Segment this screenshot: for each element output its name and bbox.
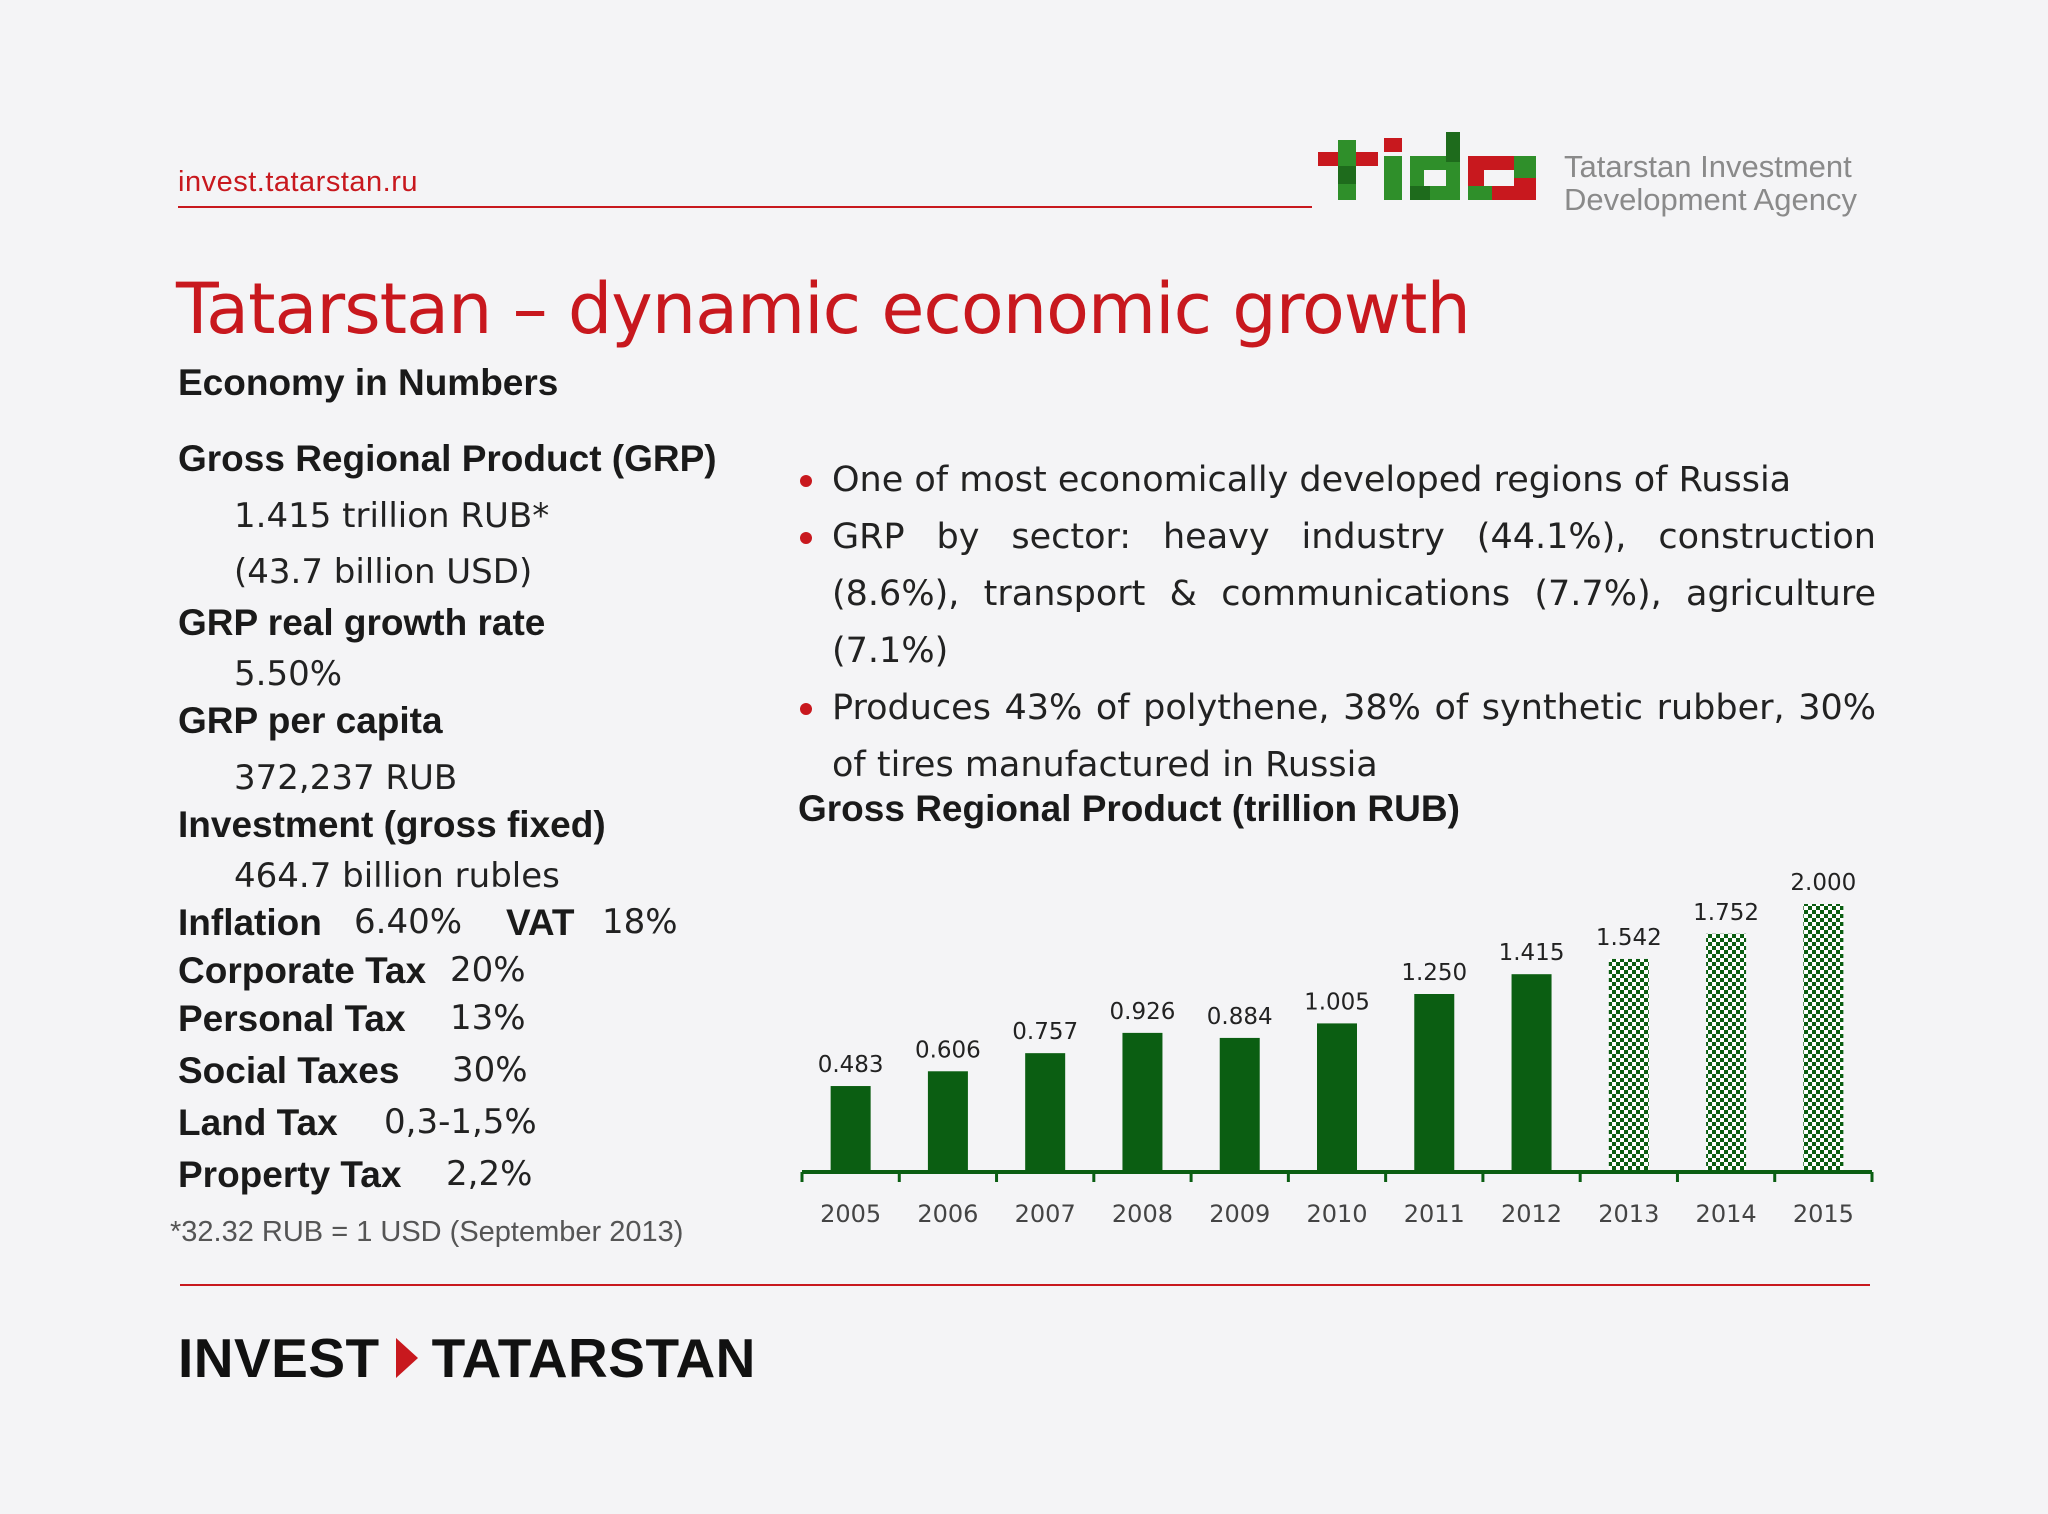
- data-label-2010: 1.005: [1304, 989, 1370, 1015]
- data-label-2011: 1.250: [1401, 960, 1467, 986]
- land-tax-value: 0,3-1,5%: [384, 1102, 537, 1142]
- growth-label: GRP real growth rate: [178, 602, 546, 643]
- indicators-panel: Gross Regional Product (GRP) 1.415 trill…: [178, 0, 738, 1300]
- data-label-2009: 0.884: [1207, 1004, 1273, 1030]
- agency-name: Tatarstan Investment Development Agency: [1564, 150, 1857, 216]
- site-url[interactable]: invest.tatarstan.ru: [178, 166, 418, 198]
- x-tick-2012: 2012: [1501, 1200, 1562, 1228]
- property-tax-value: 2,2%: [446, 1154, 533, 1194]
- x-tick-2008: 2008: [1112, 1200, 1173, 1228]
- bar-2005: [830, 1086, 871, 1172]
- personal-tax-label: Personal Tax: [178, 998, 406, 1039]
- brand-invest: INVEST: [178, 1327, 380, 1389]
- data-label-2005: 0.483: [818, 1052, 884, 1078]
- footer-divider: [180, 1284, 1870, 1286]
- bar-2011: [1414, 994, 1455, 1172]
- inflation-value: 6.40%: [354, 902, 463, 942]
- investment-label: Investment (gross fixed): [178, 804, 606, 845]
- grp-bar-chart: 0.483 2005 0.606 2006 0.757 2007 0.926 2008 0.88…: [800, 870, 1874, 1228]
- data-label-2014: 1.752: [1693, 900, 1759, 926]
- bar-2009: [1219, 1037, 1260, 1172]
- corporate-tax-value: 20%: [450, 950, 526, 990]
- bar-2014: [1706, 933, 1747, 1172]
- growth-value: 5.50%: [234, 654, 343, 694]
- tida-logo: [1318, 132, 1536, 200]
- x-tick-2006: 2006: [917, 1200, 978, 1228]
- section-subtitle: Economy in Numbers: [178, 362, 559, 403]
- x-tick-2005: 2005: [820, 1200, 881, 1228]
- data-label-2012: 1.415: [1499, 940, 1565, 966]
- highlight-item: Produces 43% of polythene, 38% of synthe…: [796, 680, 1876, 794]
- x-tick-2015: 2015: [1793, 1200, 1854, 1228]
- bar-2007: [1025, 1053, 1066, 1172]
- highlight-item: One of most economically developed regio…: [796, 452, 1876, 509]
- highlight-item: GRP by sector: heavy industry (44.1%), c…: [796, 509, 1876, 680]
- per-capita-label: GRP per capita: [178, 700, 443, 741]
- x-tick-2014: 2014: [1696, 1200, 1757, 1228]
- x-tick-2013: 2013: [1598, 1200, 1659, 1228]
- grp-value-rub: 1.415 trillion RUB*: [234, 496, 550, 536]
- x-tick-2009: 2009: [1209, 1200, 1270, 1228]
- agency-name-line1: Tatarstan Investment: [1564, 149, 1852, 184]
- grp-value-usd: (43.7 billion USD): [234, 552, 533, 592]
- bar-2008: [1122, 1032, 1163, 1172]
- per-capita-value: 372,237 RUB: [234, 758, 458, 798]
- agency-name-line2: Development Agency: [1564, 182, 1857, 217]
- data-label-2008: 0.926: [1110, 999, 1176, 1025]
- investment-value: 464.7 billion rubles: [234, 856, 560, 896]
- play-arrow-icon: [395, 1338, 418, 1378]
- bar-2015: [1803, 904, 1844, 1172]
- data-label-2015: 2.000: [1790, 870, 1856, 896]
- data-label-2013: 1.542: [1596, 925, 1662, 951]
- personal-tax-value: 13%: [450, 998, 526, 1038]
- brand-tatarstan: TATARSTAN: [431, 1327, 756, 1389]
- chart-title: Gross Regional Product (trillion RUB): [798, 788, 1460, 829]
- x-tick-2011: 2011: [1404, 1200, 1465, 1228]
- vat-value: 18%: [602, 902, 678, 942]
- x-tick-2010: 2010: [1306, 1200, 1367, 1228]
- bar-2006: [927, 1071, 968, 1172]
- property-tax-label: Property Tax: [178, 1154, 402, 1195]
- data-label-2006: 0.606: [915, 1037, 981, 1063]
- x-tick-2007: 2007: [1015, 1200, 1076, 1228]
- land-tax-label: Land Tax: [178, 1102, 338, 1143]
- bar-2010: [1317, 1023, 1357, 1172]
- bar-2013: [1608, 958, 1649, 1172]
- exchange-rate-footnote: *32.32 RUB = 1 USD (September 2013): [170, 1216, 684, 1248]
- social-taxes-value: 30%: [452, 1050, 528, 1090]
- header-divider: [178, 206, 1312, 208]
- bar-2012: [1511, 974, 1552, 1172]
- invest-tatarstan-brand: INVEST TATARSTAN: [178, 1326, 756, 1390]
- page-title: Tatarstan – dynamic economic growth: [176, 268, 1471, 350]
- social-taxes-label: Social Taxes: [178, 1050, 400, 1091]
- highlights-list: One of most economically developed regio…: [796, 452, 1876, 794]
- inflation-label: Inflation: [178, 902, 322, 943]
- vat-label: VAT: [506, 902, 575, 943]
- corporate-tax-label: Corporate Tax: [178, 950, 427, 991]
- grp-label: Gross Regional Product (GRP): [178, 438, 717, 479]
- data-label-2007: 0.757: [1012, 1019, 1078, 1045]
